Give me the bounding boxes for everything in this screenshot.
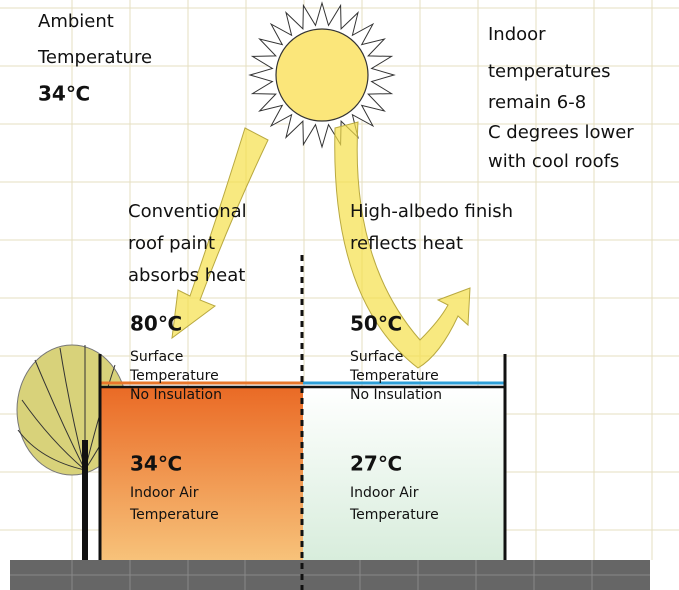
sun: [248, 1, 396, 149]
indoor-temperature: 27℃: [350, 452, 402, 476]
surface-label: No Insulation: [350, 387, 442, 403]
surface-label: No Insulation: [130, 387, 222, 403]
indoor-label: Indoor Air: [350, 485, 419, 501]
note: temperatures: [488, 61, 611, 82]
ground-joints: [10, 560, 650, 590]
note: with cool roofs: [488, 151, 619, 172]
cool-room: [303, 387, 505, 560]
indoor-temperature: 34℃: [130, 452, 182, 476]
arrows: [171, 121, 471, 369]
indoor-label: Temperature: [129, 507, 219, 523]
indoor-label: Temperature: [349, 507, 439, 523]
indoor-label: Indoor Air: [130, 485, 199, 501]
temperature: 34℃: [38, 82, 90, 106]
surface-label: Temperature: [349, 368, 439, 384]
caption: reflects heat: [350, 233, 463, 254]
surface-label: Surface: [130, 349, 183, 365]
surface-temperature: 80℃: [130, 312, 182, 336]
warm-room: [100, 387, 303, 560]
surface-label: Surface: [350, 349, 403, 365]
note: Indoor: [488, 24, 546, 45]
caption: absorbs heat: [128, 265, 245, 286]
label: Ambient: [38, 11, 114, 32]
label: Temperature: [37, 47, 152, 68]
surface-temperature: 50℃: [350, 312, 402, 336]
surface-label: Temperature: [129, 368, 219, 384]
note: C degrees lower: [488, 122, 634, 143]
note: remain 6-8: [488, 92, 586, 113]
caption: roof paint: [128, 233, 215, 254]
caption: Conventional: [128, 201, 247, 222]
caption: High-albedo finish: [350, 201, 513, 222]
